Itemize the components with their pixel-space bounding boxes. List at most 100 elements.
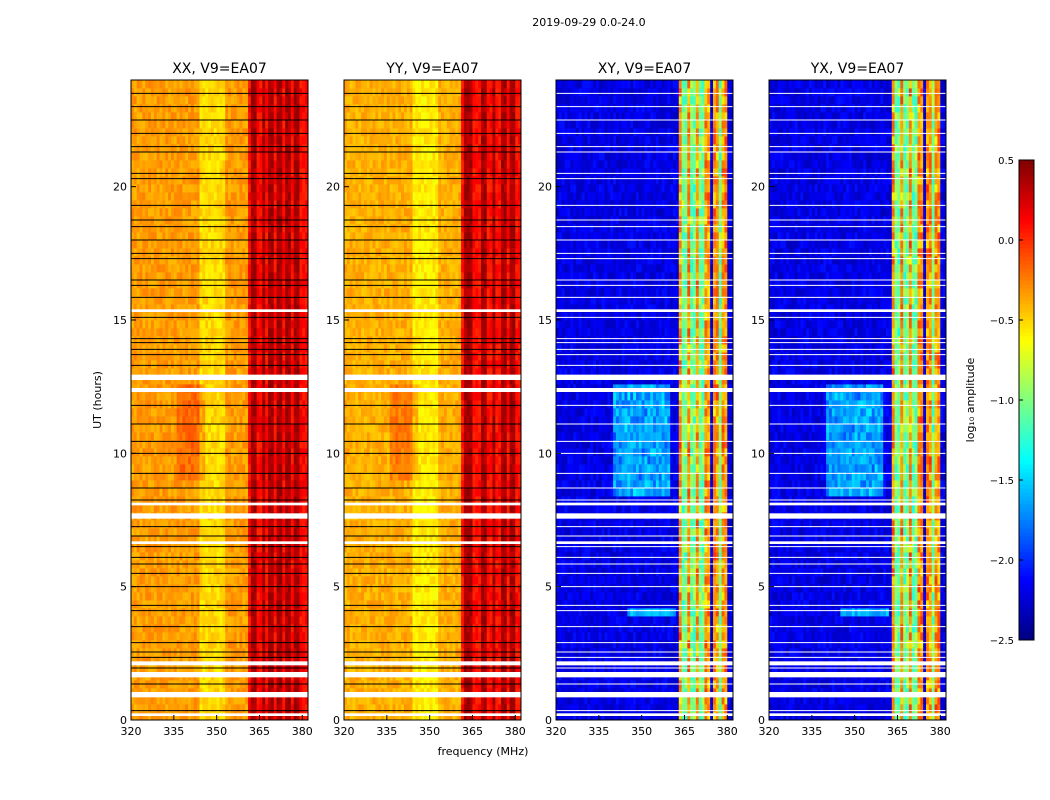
heatmap-cell xyxy=(199,624,203,633)
heatmap-cell xyxy=(156,80,160,89)
heatmap-cell xyxy=(208,536,212,545)
heatmap-cell xyxy=(299,368,303,377)
heatmap-cell xyxy=(259,88,263,97)
heatmap-cell xyxy=(248,576,252,585)
heatmap-cell xyxy=(188,136,192,145)
heatmap-cell xyxy=(299,296,303,305)
heatmap-cell xyxy=(299,704,303,713)
heatmap-cell xyxy=(196,352,200,361)
heatmap-cell xyxy=(145,232,149,241)
heatmap-cell xyxy=(233,432,238,441)
heatmap-cell xyxy=(133,544,138,553)
heatmap-cell xyxy=(230,368,235,377)
heatmap-cell xyxy=(236,608,240,617)
heatmap-cell xyxy=(193,424,198,433)
heatmap-cell xyxy=(196,696,200,705)
heatmap-cell xyxy=(276,416,280,425)
heatmap-cell xyxy=(173,136,178,145)
heatmap-cell xyxy=(182,128,186,137)
heatmap-cell xyxy=(168,176,172,185)
heatmap-cell xyxy=(159,184,163,193)
heatmap-cell xyxy=(150,152,155,161)
heatmap-cell xyxy=(196,328,200,337)
heatmap-cell xyxy=(196,168,200,177)
heatmap-cell xyxy=(222,712,226,721)
heatmap-cell xyxy=(225,104,229,113)
heatmap-cell xyxy=(205,208,209,217)
heatmap-cell xyxy=(282,712,286,721)
heatmap-cell xyxy=(133,472,138,481)
heatmap-cell xyxy=(210,224,215,233)
heatmap-cell xyxy=(299,712,303,721)
heatmap-cell xyxy=(216,608,220,617)
heatmap-cell xyxy=(236,256,240,265)
heatmap-cell xyxy=(302,264,306,273)
heatmap-cell xyxy=(288,312,292,321)
heatmap-cell xyxy=(239,440,243,449)
heatmap-cell xyxy=(188,248,192,257)
heatmap-cell xyxy=(273,248,277,257)
heatmap-cell xyxy=(205,480,209,489)
heatmap-cell xyxy=(145,592,149,601)
heatmap-cell xyxy=(225,352,229,361)
heatmap-cell xyxy=(142,488,146,497)
heatmap-cell xyxy=(176,432,180,441)
heatmap-cell xyxy=(285,248,289,257)
heatmap-cell xyxy=(210,264,215,273)
heatmap-cell xyxy=(168,272,172,281)
heatmap-cell xyxy=(202,136,206,145)
heatmap-cell xyxy=(193,152,198,161)
heatmap-cell xyxy=(139,472,143,481)
heatmap-cell xyxy=(265,160,269,169)
heatmap-cell xyxy=(265,472,269,481)
heatmap-cell xyxy=(302,592,306,601)
heatmap-cell xyxy=(290,712,295,721)
heatmap-cell xyxy=(196,472,200,481)
heatmap-cell xyxy=(290,408,295,417)
heatmap-cell xyxy=(256,256,260,265)
heatmap-cell xyxy=(205,616,209,625)
heatmap-cell xyxy=(259,240,263,249)
heatmap-cell xyxy=(279,184,283,193)
heatmap-cell xyxy=(170,600,175,609)
heatmap-cell xyxy=(273,640,277,649)
heatmap-cell xyxy=(273,376,277,385)
heatmap-cell xyxy=(230,160,235,169)
heatmap-cell xyxy=(285,432,289,441)
heatmap-cell xyxy=(222,696,226,705)
heatmap-cell xyxy=(290,264,295,273)
heatmap-cell xyxy=(302,424,306,433)
heatmap-cell xyxy=(176,392,180,401)
heatmap-cell xyxy=(253,168,258,177)
heatmap-cell xyxy=(150,464,155,473)
heatmap-cell xyxy=(136,640,140,649)
heatmap-cell xyxy=(213,624,218,633)
heatmap-cell xyxy=(210,320,215,329)
heatmap-cell xyxy=(273,424,277,433)
heatmap-cell xyxy=(210,408,215,417)
heatmap-cell xyxy=(142,400,146,409)
heatmap-cell xyxy=(282,232,286,241)
heatmap-cell xyxy=(242,208,246,217)
heatmap-cell xyxy=(256,304,260,313)
heatmap-cell xyxy=(222,576,226,585)
heatmap-cell xyxy=(245,504,249,513)
heatmap-cell xyxy=(233,544,238,553)
heatmap-cell xyxy=(176,240,180,249)
heatmap-cell xyxy=(170,520,175,529)
heatmap-cell xyxy=(239,360,243,369)
heatmap-cell xyxy=(279,472,283,481)
heatmap-cell xyxy=(202,392,206,401)
heatmap-cell xyxy=(210,712,215,721)
heatmap-cell xyxy=(279,408,283,417)
heatmap-cell xyxy=(168,320,172,329)
heatmap-cell xyxy=(159,440,163,449)
heatmap-cell xyxy=(276,520,280,529)
heatmap-cell xyxy=(182,632,186,641)
heatmap-cell xyxy=(239,704,243,713)
heatmap-cell xyxy=(250,488,255,497)
heatmap-cell xyxy=(276,184,280,193)
heatmap-cell xyxy=(288,184,292,193)
heatmap-cell xyxy=(210,312,215,321)
heatmap-cell xyxy=(199,584,203,593)
